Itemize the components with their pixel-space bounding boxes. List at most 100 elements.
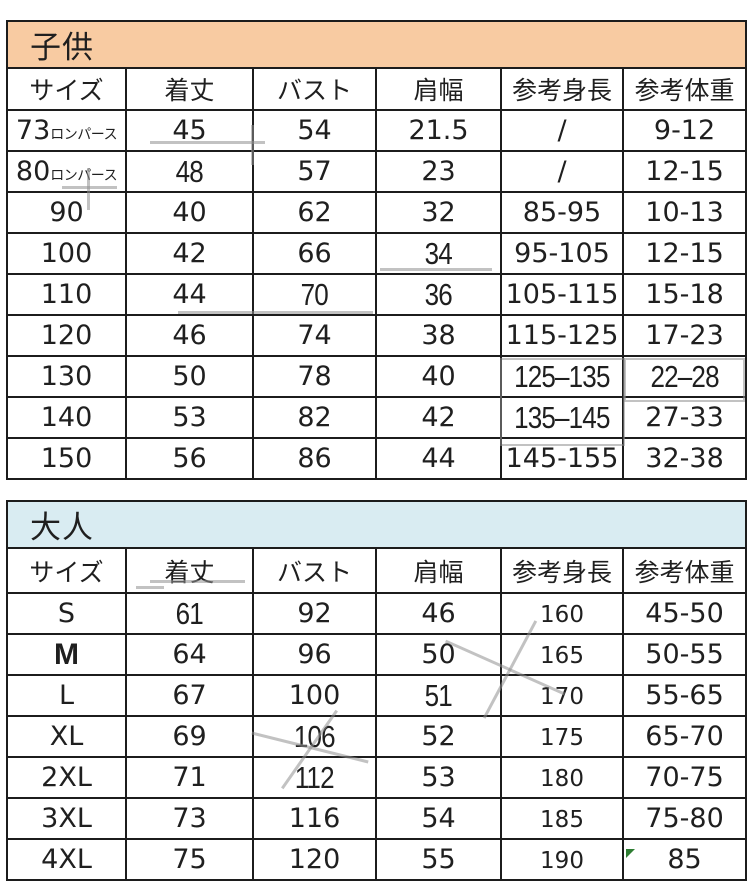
adult-cell: 175 [500,715,624,758]
column-header-3: 肩幅 [375,67,502,111]
column-header-3: 肩幅 [375,547,502,594]
cell-value: 66 [297,238,332,269]
kids-cell: 36 [375,273,502,316]
cell-value: 71 [172,762,207,793]
column-header-0: サイズ [6,547,127,594]
cell-value: 44 [172,279,207,310]
cell-value: 112 [294,759,335,795]
cell-value: 65-70 [645,721,724,752]
kids-cell: 34 [375,232,502,275]
kids-cell: 50 [125,355,254,398]
kids-cell: 70 [252,273,377,316]
cell-value: 50-55 [645,639,724,670]
adult-title-row: 大人 [5,500,748,549]
kids-cell: 100 [6,232,127,275]
cell-value: 61 [175,595,204,631]
cell-value: 2XL [41,762,92,793]
cell-value: 40 [421,361,456,392]
cell-value: 95-105 [514,238,610,269]
adult-cell: 61 [125,592,254,635]
cell-value: 15-18 [645,279,724,310]
cell-value: 57 [297,156,332,187]
cell-value: 75 [172,844,207,875]
cell-value: 46 [421,598,456,629]
kids-cell: 15-18 [621,273,748,316]
kids-table-row: 150 56 86 44 145-155 32-38 [6,437,748,480]
kids-cell: 130 [6,355,127,398]
cell-value: 85 [667,844,702,875]
kids-cell: 42 [375,396,502,439]
cell-value: S [57,598,76,629]
kids-cell: 45 [125,109,254,152]
kids-table-row: 90 40 62 32 85-95 10-13 [6,191,748,234]
kids-table-row: 120 46 74 38 115-125 17-23 [6,314,748,357]
kids-cell: 95-105 [500,232,624,275]
kids-table-row: 130 50 78 40 125–135 22–28 [6,355,748,398]
adult-cell: 65-70 [621,715,748,758]
cell-value: 32-38 [645,443,724,474]
adult-cell: 67 [125,674,254,717]
cell-value: 12-15 [645,156,724,187]
adult-cell: 190 [500,838,624,881]
column-header-5: 参考体重 [621,67,748,111]
kids-cell: 32 [375,191,502,234]
adult-cell: 92 [252,592,377,635]
adult-cell: 75 [125,838,254,881]
kids-cell: 48 [125,150,254,193]
kids-cell: 82 [252,396,377,439]
cell-value: 45 [172,115,207,146]
cell-value: 53 [421,762,456,793]
adult-cell: 70-75 [621,756,748,799]
cell-value: 62 [297,197,332,228]
kids-cell: 110 [6,273,127,316]
adult-cell: 116 [252,797,377,840]
column-header-1: 着丈 [125,67,254,111]
cell-value: 90 [49,197,84,228]
kids-cell: 46 [125,314,254,357]
cell-value: 48 [175,153,204,189]
cell-value: 56 [172,443,207,474]
cell-value: 3XL [41,803,92,834]
adult-cell: 69 [125,715,254,758]
cell-value: 140 [40,402,93,433]
column-header-0: サイズ [6,67,127,111]
cell-value: 78 [297,361,332,392]
adult-cell: 165 [500,633,624,676]
cell-value: 27-33 [645,402,724,433]
kids-table-row: 100 42 66 34 95-105 12-15 [6,232,748,275]
kids-cell: 135–145 [500,396,624,439]
adult-cell: 51 [375,674,502,717]
cell-value: 86 [297,443,332,474]
cell-value: 73 [172,803,207,834]
kids-header-row: サイズ 着丈 バスト 肩幅 参考身長 参考体重 [6,67,748,111]
kids-cell: 53 [125,396,254,439]
cell-value: 34 [424,235,453,271]
cell-value: 170 [540,684,584,710]
adult-cell: 2XL [6,756,127,799]
adult-table-row: L 67 100 51 170 55-65 [6,674,748,717]
adult-cell: 45-50 [621,592,748,635]
adult-cell: 3XL [6,797,127,840]
cell-value: 120 [40,320,93,351]
kids-cell: 90 [6,191,127,234]
cell-value: 51 [424,677,453,713]
cell-value: 80 [15,156,51,187]
kids-cell: 125–135 [500,355,624,398]
cell-value: 12-15 [645,238,724,269]
kids-cell: 73ロンパース [6,109,127,152]
kids-cell: / [500,109,624,152]
cell-value: 53 [172,402,207,433]
adult-cell: 120 [252,838,377,881]
kids-table-row: 110 44 70 36 105-115 15-18 [6,273,748,316]
cell-value: 42 [172,238,207,269]
cell-value-suffix: ロンパース [50,168,118,184]
cell-value: 120 [288,844,341,875]
column-header-1: 着丈 [125,547,254,594]
kids-cell: 40 [125,191,254,234]
cell-value: 180 [540,766,584,792]
cell-value: 23 [421,156,456,187]
cell-value: 69 [172,721,207,752]
cell-value: 36 [424,276,453,312]
cell-value: 45-50 [645,598,724,629]
